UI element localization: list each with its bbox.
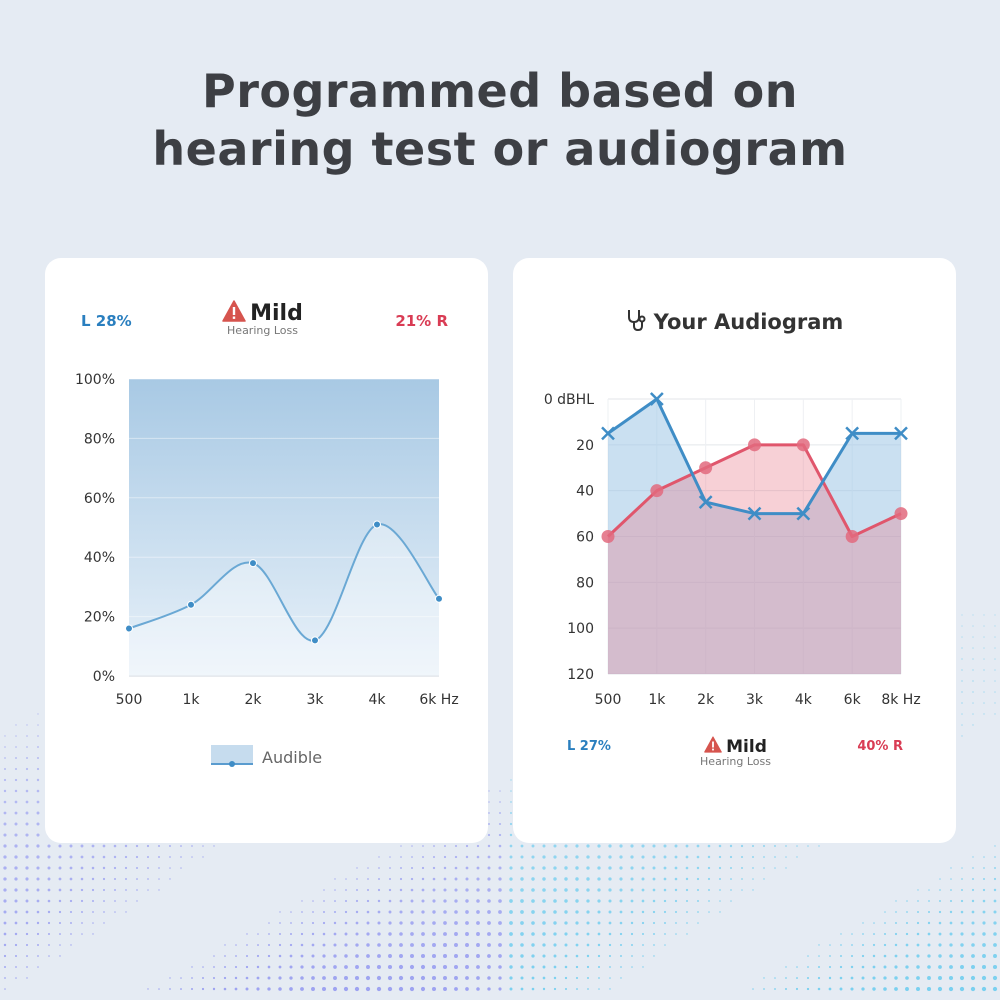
y-tick-label: 80% <box>84 431 115 447</box>
y-tick-label: 20 <box>576 438 594 454</box>
data-point <box>435 594 443 603</box>
data-point <box>125 624 133 633</box>
severity-label: Mild <box>250 300 303 326</box>
x-tick-label: 4k <box>795 692 813 708</box>
warning-icon <box>222 300 246 326</box>
left-ear-point <box>796 506 811 521</box>
right-ear-point <box>894 507 908 521</box>
x-tick-label: 500 <box>116 692 143 708</box>
right-ear-point <box>650 484 664 498</box>
y-tick-label: 0 dBHL <box>544 392 594 408</box>
hearing-loss-card: L 28% 21% R Mild Hearing Loss 0% 20% 40% 60… <box>45 258 488 843</box>
x-tick-label: 8k Hz <box>881 692 920 708</box>
left-ear-percent: L 28% <box>81 312 132 330</box>
y-tick-label: 60 <box>576 530 594 546</box>
data-point <box>187 600 195 609</box>
data-point <box>311 636 319 645</box>
data-point <box>249 559 257 568</box>
right-ear-area <box>608 444 901 674</box>
y-tick-label: 100% <box>75 372 115 388</box>
x-tick-label: 4k <box>368 692 386 708</box>
left-ear-point <box>747 506 762 521</box>
left-ear-area <box>608 399 901 674</box>
headline: Programmed based on hearing test or audi… <box>0 62 1000 178</box>
right-ear-percent: 21% R <box>395 312 448 330</box>
audiogram-title: Your Audiogram <box>653 310 844 334</box>
y-tick-label: 40 <box>576 484 594 500</box>
left-ear-percent: L 27% <box>567 739 611 754</box>
y-tick-label: 80 <box>576 575 594 591</box>
severity-badge: Mild Hearing Loss <box>678 736 793 768</box>
left-ear-point <box>698 495 713 510</box>
x-tick-label: 2k <box>244 692 262 708</box>
chart-legend: Audible <box>210 744 322 770</box>
left-ear-point <box>601 426 615 441</box>
right-ear-point <box>748 438 761 452</box>
left-ear-point <box>894 426 908 441</box>
severity-badge: Mild Hearing Loss <box>195 300 330 337</box>
x-tick-label: 3k <box>746 692 764 708</box>
x-tick-label: 1k <box>648 692 666 708</box>
audible-area-chart: 0% 20% 40% 60% 80% 100% 500 1k 2k 3k 4k 6k Hz <box>75 372 459 708</box>
x-tick-label: 2k <box>697 692 715 708</box>
headline-line-2: hearing test or audiogram <box>152 122 848 176</box>
headline-line-1: Programmed based on <box>202 64 798 118</box>
audiogram-header: Your Audiogram <box>513 308 956 336</box>
y-tick-label: 40% <box>84 550 115 566</box>
data-point <box>373 520 381 529</box>
right-ear-point <box>601 530 615 543</box>
y-tick-label: 120 <box>567 667 594 683</box>
x-tick-label: 500 <box>595 692 622 708</box>
x-tick-label: 6k <box>844 692 862 708</box>
warning-icon <box>704 736 722 757</box>
right-ear-point <box>699 461 713 475</box>
left-ear-point <box>845 426 860 441</box>
left-ear-point <box>649 392 664 406</box>
stethoscope-icon <box>626 308 648 336</box>
y-tick-label: 60% <box>84 491 115 507</box>
severity-label: Mild <box>726 736 767 757</box>
x-tick-label: 6k Hz <box>419 692 458 708</box>
y-tick-label: 0% <box>93 669 115 685</box>
area-fill <box>129 379 439 676</box>
right-ear-point <box>845 530 859 543</box>
y-tick-label: 20% <box>84 610 115 626</box>
y-tick-label: 100 <box>567 621 594 637</box>
curve-under-fill <box>129 524 439 676</box>
x-tick-label: 3k <box>306 692 324 708</box>
severity-subtitle: Hearing Loss <box>227 324 298 337</box>
right-ear-percent: 40% R <box>857 739 903 754</box>
legend-swatch <box>211 745 253 767</box>
audiogram-card: Your Audiogram 0 dBHL 20 40 60 80 100 120 500 1k… <box>513 258 956 843</box>
legend-label: Audible <box>262 747 323 767</box>
x-tick-label: 1k <box>182 692 200 708</box>
right-ear-point <box>796 438 810 452</box>
severity-subtitle: Hearing Loss <box>700 755 771 768</box>
